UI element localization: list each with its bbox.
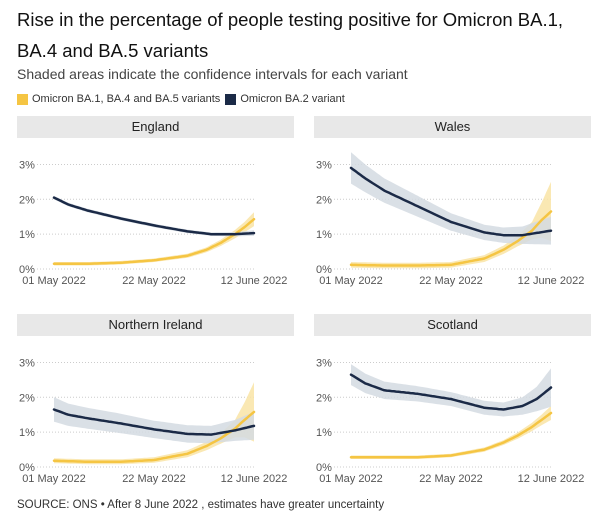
legend: Omicron BA.1, BA.4 and BA.5 variants Omi… <box>17 93 350 105</box>
series-line-ba2 <box>349 373 553 411</box>
y-tick-label: 2% <box>19 194 35 206</box>
y-tick-label: 0% <box>19 462 35 474</box>
source-note: SOURCE: ONS • After 8 June 2022 , estima… <box>17 499 385 511</box>
chart-subtitle: Shaded areas indicate the confidence int… <box>17 66 408 82</box>
y-tick-label: 0% <box>19 264 35 276</box>
series-line-ba45 <box>349 210 553 267</box>
confidence-band-ba45 <box>54 212 254 266</box>
x-tick-label: 22 May 2022 <box>419 275 483 287</box>
confidence-band-ba2 <box>54 195 254 237</box>
panel-northern-ireland: Northern Ireland 0% 1% 2% 3% 01 May 2022 22 M… <box>17 314 294 492</box>
confidence-band-ba2 <box>54 397 254 444</box>
y-tick-label: 1% <box>19 229 35 241</box>
confidence-band-ba45 <box>54 382 254 465</box>
series-line-ba2 <box>52 196 256 236</box>
chart-scotland: 0% 1% 2% 3% 01 May 2022 22 May 2022 12 June 20… <box>316 357 585 485</box>
chart-england: 0% 1% 2% 3% 01 May 2022 22 May 2022 12 June 20… <box>19 159 288 287</box>
panel-title-northern-ireland: Northern Ireland <box>17 314 294 336</box>
confidence-band-ba45 <box>351 406 551 459</box>
x-tick-label: 01 May 2022 <box>22 275 86 287</box>
confidence-band-ba2 <box>351 152 551 245</box>
confidence-band-ba2 <box>351 364 551 417</box>
series-line-ba2 <box>349 166 553 237</box>
legend-item-ba2: Omicron BA.2 variant <box>225 93 345 105</box>
panel-title-scotland: Scotland <box>314 314 591 336</box>
series-line-ba45 <box>52 410 256 464</box>
series-line-ba45 <box>349 411 553 459</box>
x-tick-label: 12 June 2022 <box>518 275 585 287</box>
y-tick-label: 0% <box>316 264 332 276</box>
y-tick-label: 1% <box>316 427 332 439</box>
legend-swatch-ba2 <box>225 93 237 105</box>
x-tick-label: 01 May 2022 <box>319 473 383 485</box>
y-tick-label: 3% <box>19 159 35 171</box>
y-tick-label: 3% <box>19 357 35 369</box>
y-tick-label: 3% <box>316 159 332 171</box>
x-tick-label: 12 June 2022 <box>221 275 288 287</box>
panel-wales: Wales 0% 1% 2% 3% 01 May 2022 22 May 2022 12 J… <box>314 116 591 294</box>
legend-swatch-ba45 <box>17 93 28 105</box>
series-line-ba2 <box>52 408 256 436</box>
y-tick-label: 2% <box>19 392 35 404</box>
x-tick-label: 22 May 2022 <box>122 473 186 485</box>
x-tick-label: 01 May 2022 <box>319 275 383 287</box>
y-tick-label: 2% <box>316 194 332 206</box>
y-tick-label: 0% <box>316 462 332 474</box>
x-tick-label: 12 June 2022 <box>221 473 288 485</box>
chart-title: Rise in the percentage of people testing… <box>17 9 564 61</box>
legend-item-ba45: Omicron BA.1, BA.4 and BA.5 variants <box>17 93 220 105</box>
legend-label-ba2: Omicron BA.2 variant <box>240 93 345 105</box>
panel-title-england: England <box>17 116 294 138</box>
y-tick-label: 1% <box>316 229 332 241</box>
panel-title-wales: Wales <box>314 116 591 138</box>
chart-wales: 0% 1% 2% 3% 01 May 2022 22 May 2022 12 June 20… <box>316 152 585 287</box>
x-tick-label: 22 May 2022 <box>419 473 483 485</box>
y-tick-label: 1% <box>19 427 35 439</box>
panel-england: England 0% 1% 2% 3% 01 May 2022 22 May 2022 12… <box>17 116 294 294</box>
chart-northern-ireland: 0% 1% 2% 3% 01 May 2022 22 May 2022 12 June 20… <box>19 357 288 485</box>
legend-label-ba45: Omicron BA.1, BA.4 and BA.5 variants <box>32 93 221 105</box>
x-tick-label: 01 May 2022 <box>22 473 86 485</box>
y-tick-label: 2% <box>316 392 332 404</box>
panel-scotland: Scotland 0% 1% 2% 3% 01 May 2022 22 May 2022 1… <box>314 314 591 492</box>
series-line-ba45 <box>52 217 256 266</box>
x-tick-label: 22 May 2022 <box>122 275 186 287</box>
y-tick-label: 3% <box>316 357 332 369</box>
x-tick-label: 12 June 2022 <box>518 473 585 485</box>
